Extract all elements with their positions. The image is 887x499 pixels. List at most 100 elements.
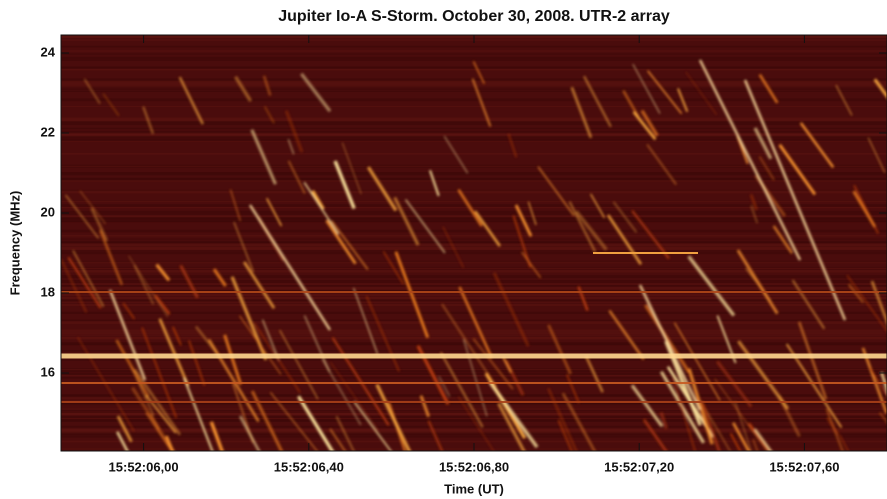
noise-band [61, 243, 887, 247]
burst [133, 264, 155, 305]
burst [183, 377, 214, 451]
burst [568, 201, 597, 253]
noise-band [61, 368, 887, 371]
burst [64, 194, 100, 239]
burst [429, 170, 440, 197]
burst [732, 422, 751, 451]
noise-band [61, 207, 887, 209]
burst [284, 110, 304, 153]
burst [566, 374, 580, 404]
burst [303, 315, 331, 373]
burst [577, 286, 589, 311]
noise-band [61, 88, 887, 90]
burst [584, 355, 604, 393]
noise-band [61, 121, 887, 123]
noise-band [61, 293, 887, 297]
noise-band [61, 415, 887, 419]
burst [310, 189, 325, 211]
burst [438, 376, 451, 397]
burst [330, 220, 369, 271]
burst [714, 378, 768, 451]
noise-band [61, 133, 887, 136]
burst [102, 93, 120, 117]
noise-band [61, 90, 887, 93]
noise-band [61, 435, 887, 438]
burst [83, 78, 101, 105]
burst [687, 255, 736, 317]
burst [325, 219, 357, 265]
horizontal-band [61, 353, 887, 359]
burst [457, 396, 495, 451]
burst [329, 428, 347, 451]
burst [736, 249, 779, 315]
horizontal-band [61, 401, 887, 403]
burst [223, 334, 243, 385]
noise-band [61, 329, 887, 332]
burst [270, 392, 318, 451]
noise-band [61, 394, 887, 397]
noise-band [61, 334, 887, 336]
burst [366, 166, 398, 212]
burst [458, 286, 493, 359]
burst [752, 438, 759, 451]
burst [839, 434, 849, 451]
burst [471, 78, 492, 127]
burst [463, 339, 488, 417]
noise-band [61, 67, 887, 69]
burst [154, 294, 171, 315]
burst [341, 142, 362, 195]
chart-title: Jupiter Io-A S-Storm. October 30, 2008. … [278, 8, 670, 25]
noise-band [61, 396, 887, 400]
noise-band [61, 399, 887, 402]
burst [300, 72, 332, 113]
noise-band [61, 440, 887, 443]
y-tick-label: 18 [41, 284, 55, 299]
burst [848, 283, 864, 304]
x-tick-label: 15:52:07,20 [604, 459, 674, 474]
noise-band [61, 119, 887, 122]
burst [303, 181, 340, 235]
burst [394, 251, 430, 339]
noise-band [61, 85, 887, 87]
burst [443, 135, 469, 174]
burst [209, 421, 224, 451]
noise-band [61, 177, 887, 181]
burst [507, 133, 518, 158]
burst [263, 106, 275, 124]
noise-band [61, 172, 887, 175]
noise-band [61, 204, 887, 207]
burst [799, 122, 835, 169]
noise-band [61, 229, 887, 233]
noise-band [61, 358, 887, 361]
burst [570, 86, 593, 139]
burst [521, 251, 542, 279]
noise-band [61, 303, 887, 307]
burst [99, 229, 124, 286]
burst [835, 84, 853, 116]
noise-band [61, 342, 887, 345]
burst [797, 321, 828, 400]
burst [527, 201, 537, 226]
burst [382, 251, 404, 285]
bursts [61, 59, 887, 451]
noise-band [61, 433, 887, 435]
burst [279, 329, 319, 400]
burst [442, 226, 465, 268]
burst [419, 395, 431, 418]
burst [749, 193, 758, 211]
noise-band [61, 179, 887, 182]
noise-band [61, 200, 887, 202]
burst [61, 258, 88, 313]
burst [514, 204, 533, 237]
noise-band [61, 283, 887, 285]
burst [685, 71, 718, 116]
noise-band [61, 296, 887, 300]
burst [622, 90, 640, 118]
burst [262, 75, 272, 96]
noise-band [61, 261, 887, 264]
noise-band [61, 50, 887, 52]
burst [590, 193, 606, 219]
burst [632, 63, 661, 114]
burst [243, 261, 276, 309]
noise-band [61, 429, 887, 433]
